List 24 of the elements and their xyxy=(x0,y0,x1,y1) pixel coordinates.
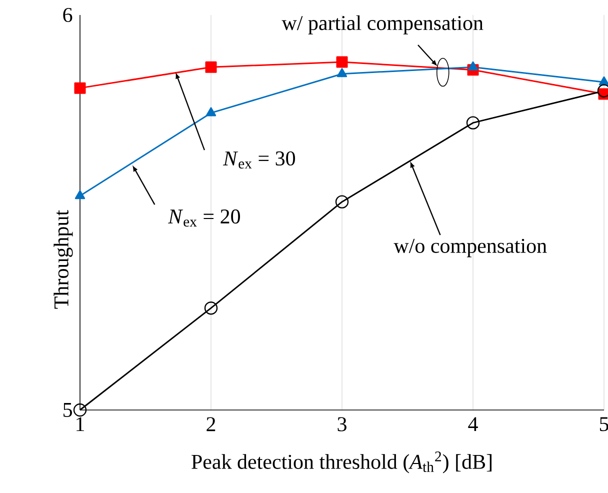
x-axis-title: Peak detection threshold (A$_{th}$$^{2}$) [dB] xyxy=(192,452,492,474)
x-tick-label: 4 xyxy=(468,417,478,432)
x-tick-label: 2 xyxy=(206,417,216,432)
x-tick-label: 3 xyxy=(338,417,346,432)
point xyxy=(204,301,218,315)
point xyxy=(73,403,87,417)
point xyxy=(74,190,86,200)
point xyxy=(205,61,217,73)
annotation: w/o compensation xyxy=(394,238,547,258)
annotation: N$_{ex}$ = 30 xyxy=(222,151,296,169)
y-tick-label: 6 xyxy=(63,8,72,22)
point xyxy=(335,195,349,208)
annotation: N$_{ex}$ = 20 xyxy=(168,209,240,227)
point xyxy=(468,61,478,70)
annotation: w/ partial compensation xyxy=(282,15,484,34)
point xyxy=(336,68,348,78)
y-axis-title: Throughput xyxy=(54,210,73,309)
point xyxy=(336,56,348,68)
point xyxy=(598,76,608,86)
point xyxy=(206,107,216,116)
point xyxy=(466,116,480,130)
point xyxy=(74,82,86,94)
x-tick-label: 5 xyxy=(600,417,608,432)
x-tick-label: 1 xyxy=(76,417,84,432)
